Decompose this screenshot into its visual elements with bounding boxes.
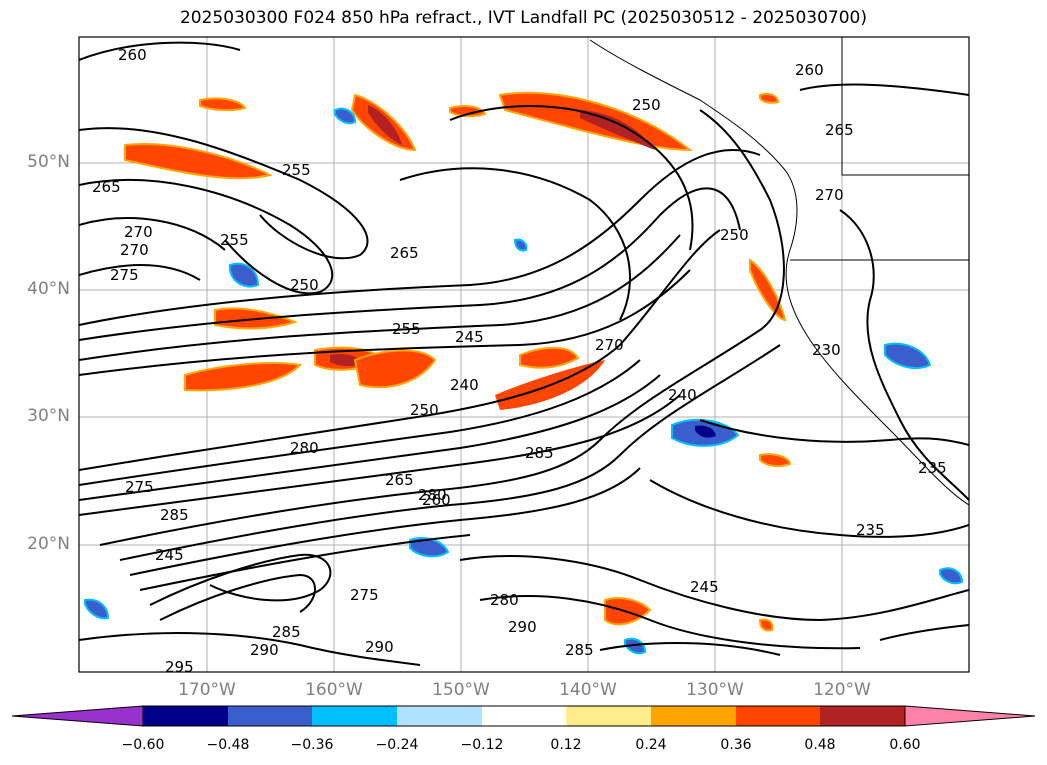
colorbar-cell (397, 706, 482, 726)
colorbar-extend-high (904, 705, 1036, 727)
contour-label: 295 (165, 658, 194, 676)
colorbar-extend-low (11, 705, 144, 727)
contour-label: 230 (812, 341, 841, 359)
contour-label: 270 (120, 241, 149, 259)
contour-label: 235 (918, 459, 947, 477)
contour-label: 255 (282, 161, 311, 179)
contour-label: 290 (365, 638, 394, 656)
contour-label: 285 (525, 444, 554, 462)
contour-label: 260 (118, 46, 147, 64)
colorbar-tick-label: 0.48 (804, 737, 836, 753)
colorbar-tick-label: −0.60 (121, 737, 165, 753)
colorbar-cell (482, 706, 566, 726)
lat-label: 20°N (27, 534, 70, 554)
contour-labels: 260 265 270 275 255 250 245 240 250 260 … (92, 46, 947, 676)
coastline (589, 37, 969, 506)
colorbar-cell (651, 706, 736, 726)
contour-label: 290 (250, 641, 279, 659)
colorbar-tick-label: 0.60 (889, 737, 921, 753)
lon-label: 120°W (813, 680, 871, 700)
contour-label: 265 (92, 178, 121, 196)
colorbar-tick-label: 0.12 (550, 737, 582, 753)
contour-label: 275 (110, 266, 139, 284)
contour-label: 270 (124, 223, 153, 241)
colorbar-tick-label: −0.24 (375, 737, 419, 753)
contour-label: 250 (290, 276, 319, 294)
contour-label: 250 (720, 226, 749, 244)
colorbar-cell (143, 706, 228, 726)
colorbar-cell (566, 706, 651, 726)
contour-label: 250 (632, 96, 661, 114)
contour-label: 280 (418, 486, 447, 504)
contour-label: 285 (272, 623, 301, 641)
contour-label: 260 (422, 491, 451, 509)
contour-label: 290 (508, 618, 537, 636)
contour-lines (79, 41, 969, 666)
contour-label: 245 (455, 328, 484, 346)
map-frame (78, 36, 970, 673)
map-title: 2025030300 F024 850 hPa refract., IVT La… (179, 8, 867, 28)
lon-label: 160°W (305, 680, 363, 700)
colorbar-tick-label: −0.12 (460, 737, 504, 753)
colorbar-cell (820, 706, 905, 726)
lon-label: 150°W (432, 680, 490, 700)
contour-label: 275 (125, 478, 154, 496)
contour-label: 250 (410, 401, 439, 419)
contour-label: 285 (160, 506, 189, 524)
colorbar-tick-label: 0.24 (635, 737, 667, 753)
contour-label: 260 (795, 61, 824, 79)
colorbar-cell (228, 706, 312, 726)
contour-label: 265 (390, 244, 419, 262)
contour-label: 270 (595, 336, 624, 354)
contour-label: 240 (450, 376, 479, 394)
lon-label: 140°W (559, 680, 617, 700)
colorbar-cell (312, 706, 397, 726)
contour-label: 235 (856, 521, 885, 539)
contour-label: 270 (815, 186, 844, 204)
contour-label: 240 (668, 386, 697, 404)
colorbar-tick-label: −0.36 (290, 737, 334, 753)
lat-label: 40°N (27, 279, 70, 299)
lon-label: 130°W (686, 680, 744, 700)
lat-label: 30°N (27, 406, 70, 426)
colorbar-cell (736, 706, 820, 726)
contour-label: 245 (690, 578, 719, 596)
colorbar-tick-label: 0.36 (720, 737, 752, 753)
contour-label: 285 (565, 641, 594, 659)
contour-label: 265 (825, 121, 854, 139)
lat-label: 50°N (27, 152, 70, 172)
colorbar (11, 705, 1036, 727)
contour-label: 255 (392, 320, 421, 338)
contour-label: 280 (490, 591, 519, 609)
colorbar-tick-label: −0.48 (206, 737, 250, 753)
map-plot-area: 260 265 270 275 255 250 245 240 250 260 … (79, 37, 969, 676)
contour-label: 265 (385, 471, 414, 489)
contour-label: 245 (155, 546, 184, 564)
contour-label: 275 (350, 586, 379, 604)
contour-label: 255 (220, 231, 249, 249)
lon-label: 170°W (178, 680, 236, 700)
contour-label: 280 (290, 439, 319, 457)
